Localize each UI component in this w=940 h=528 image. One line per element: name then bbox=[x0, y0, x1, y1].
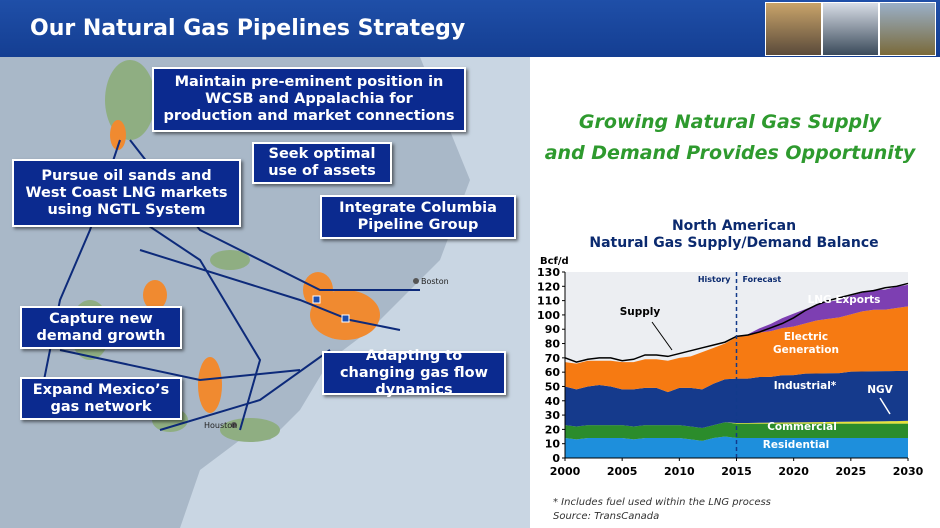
callout: Adapting to changing gas flow dynamics bbox=[322, 348, 506, 398]
chart-title: North American bbox=[672, 218, 796, 234]
y-axis-label: Bcf/d bbox=[540, 256, 569, 267]
header-bar: Our Natural Gas Pipelines Strategy bbox=[0, 0, 940, 57]
y-tick-label: 80 bbox=[545, 338, 561, 351]
x-tick-label: 2015 bbox=[721, 465, 752, 478]
x-tick-label: 2010 bbox=[664, 465, 695, 478]
y-tick-label: 30 bbox=[545, 409, 561, 422]
pointer bbox=[879, 397, 891, 415]
x-tick-label: 2005 bbox=[607, 465, 638, 478]
series-label: LNG Exports bbox=[808, 294, 881, 306]
series-label: Residential bbox=[763, 439, 829, 451]
map-region bbox=[110, 120, 126, 150]
map-marker bbox=[312, 295, 321, 304]
series-label: Industrial* bbox=[774, 380, 837, 392]
y-tick-label: 50 bbox=[545, 380, 561, 393]
y-tick-label: 60 bbox=[545, 366, 561, 379]
y-tick-label: 0 bbox=[552, 452, 560, 465]
map-region bbox=[105, 60, 155, 140]
history-label: History bbox=[698, 275, 731, 284]
headline: and Demand Provides Opportunity bbox=[544, 142, 916, 164]
photo bbox=[765, 2, 822, 56]
map-region bbox=[198, 357, 222, 413]
y-tick-label: 10 bbox=[545, 438, 561, 451]
city-dot bbox=[231, 422, 237, 428]
slide-title: Our Natural Gas Pipelines Strategy bbox=[30, 16, 466, 41]
series-label: Supply bbox=[620, 306, 661, 318]
series-label: NGV bbox=[867, 384, 893, 396]
map-region bbox=[143, 280, 167, 310]
callout: Seek optimal use of assets bbox=[252, 142, 392, 184]
photo bbox=[879, 2, 936, 56]
area bbox=[565, 420, 908, 428]
callout: Integrate Columbia Pipeline Group bbox=[320, 195, 516, 239]
x-tick-label: 2000 bbox=[550, 465, 581, 478]
y-tick-label: 110 bbox=[537, 295, 560, 308]
source: Source: TransCanada bbox=[553, 511, 660, 522]
map-marker bbox=[341, 314, 350, 323]
callout: Capture new demand growth bbox=[20, 306, 182, 349]
y-tick-label: 100 bbox=[537, 309, 560, 322]
city-label: Boston bbox=[421, 277, 449, 286]
pointer bbox=[651, 321, 673, 351]
footnote: * Includes fuel used within the LNG proc… bbox=[553, 497, 771, 508]
chart-title: Natural Gas Supply/Demand Balance bbox=[589, 235, 878, 251]
y-tick-label: 130 bbox=[537, 266, 560, 279]
series-label: Electric Generation bbox=[773, 331, 839, 356]
y-tick-label: 120 bbox=[537, 280, 560, 293]
x-tick-label: 2020 bbox=[778, 465, 809, 478]
y-tick-label: 40 bbox=[545, 395, 561, 408]
forecast-label: Forecast bbox=[743, 275, 782, 284]
callout: Expand Mexico’s gas network bbox=[20, 377, 182, 420]
area bbox=[565, 284, 908, 364]
area bbox=[565, 422, 908, 441]
photo bbox=[822, 2, 879, 56]
map-region bbox=[210, 250, 250, 270]
y-tick-label: 20 bbox=[545, 423, 561, 436]
callout: Maintain pre-eminent position in WCSB an… bbox=[152, 67, 466, 132]
callout: Pursue oil sands and West Coast LNG mark… bbox=[12, 159, 241, 227]
city-dot bbox=[413, 278, 419, 284]
y-tick-label: 90 bbox=[545, 323, 561, 336]
x-tick-label: 2025 bbox=[836, 465, 867, 478]
headline: Growing Natural Gas Supply bbox=[578, 111, 882, 133]
series-label: Commercial bbox=[767, 421, 837, 433]
y-tick-label: 70 bbox=[545, 352, 561, 365]
city-label: Houston bbox=[204, 421, 237, 430]
x-tick-label: 2030 bbox=[893, 465, 924, 478]
